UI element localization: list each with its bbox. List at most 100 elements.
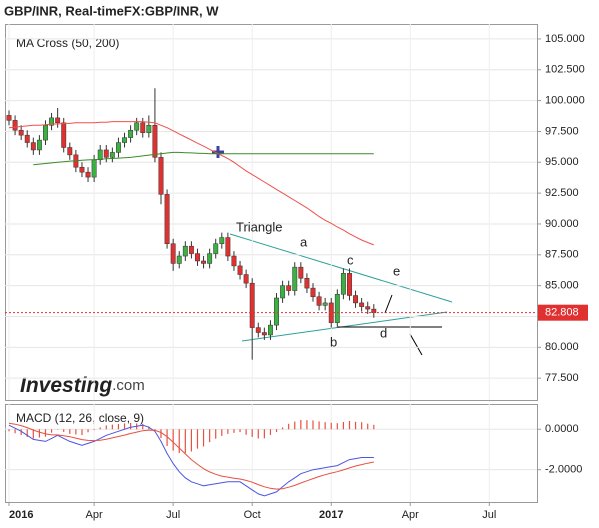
candle-body <box>115 142 121 153</box>
y-tick-label: 80.000 <box>545 341 579 353</box>
brand-name: Investing <box>20 374 112 397</box>
candle-body <box>353 295 359 304</box>
candle-body <box>109 152 115 158</box>
wave-line <box>409 333 423 356</box>
candle-body <box>274 297 279 326</box>
chart-title: GBP/INR, Real-timeFX:GBP/INR, W <box>4 3 219 18</box>
candle-body <box>371 308 377 313</box>
candle-body <box>79 166 85 173</box>
candle-body <box>365 306 371 310</box>
x-tick-label: 2016 <box>9 509 33 521</box>
x-tick-label: Apr <box>86 509 103 521</box>
y-tick-label: 97.500 <box>545 125 579 137</box>
candle-body <box>97 149 103 161</box>
candle-body <box>231 255 237 267</box>
candle-body <box>134 122 140 131</box>
annotation: b <box>330 334 337 349</box>
candle-body <box>225 237 231 257</box>
x-tick-label: Apr <box>402 509 419 521</box>
indicator-line <box>33 151 374 166</box>
x-tick-label: Oct <box>244 509 261 521</box>
candle-body <box>49 117 55 126</box>
candle-body <box>213 243 219 254</box>
annotation: Triangle <box>236 219 282 234</box>
y-tick-label: 100.000 <box>545 95 585 107</box>
candle-body <box>43 125 48 141</box>
candle-body <box>36 139 42 151</box>
annotation: d <box>380 325 387 340</box>
candle-body <box>103 149 109 158</box>
candle-body <box>292 266 298 291</box>
candle-body <box>280 285 286 299</box>
brand-suffix: .com <box>112 377 145 394</box>
candle-body <box>67 147 73 156</box>
y-tick-label: -2.0000 <box>545 464 582 476</box>
y-tick-label: 95.000 <box>545 156 579 168</box>
candle-body <box>170 243 176 264</box>
brand: Investing.com <box>20 374 145 397</box>
candle-body <box>255 327 261 333</box>
y-tick-label: 102.500 <box>545 64 585 76</box>
candle-body <box>201 260 207 264</box>
y-tick-label: 77.500 <box>545 372 579 384</box>
candle-body <box>85 171 91 178</box>
last-price-label: 82.808 <box>545 307 579 319</box>
macd-label: MACD (12, 26, close, 9) <box>16 411 144 425</box>
candle-body <box>267 324 273 336</box>
y-tick-label: 90.000 <box>545 218 579 230</box>
candle-body <box>146 125 152 133</box>
candle-body <box>219 237 225 244</box>
y-tick-label: 105.000 <box>545 33 585 45</box>
candle-body <box>243 274 249 284</box>
candle-body <box>12 120 18 131</box>
candle-body <box>249 282 255 328</box>
macd-panel <box>5 404 538 503</box>
indicator-line <box>8 424 374 497</box>
last-price-box <box>538 304 588 321</box>
candle-body <box>122 137 127 143</box>
y-tick-label: 0.0000 <box>545 423 579 435</box>
x-tick-label: Jul <box>482 509 496 521</box>
candle-body <box>24 134 30 143</box>
wave-line <box>384 294 393 314</box>
candle-body <box>304 277 310 289</box>
candle-body <box>182 245 188 257</box>
candle-body <box>340 273 346 295</box>
candle-body <box>140 122 146 133</box>
candle-body <box>334 294 340 323</box>
indicator-line <box>8 121 374 246</box>
candle-body <box>298 266 304 279</box>
annotation: a <box>300 234 308 249</box>
candle-body <box>347 273 352 296</box>
candle-body <box>91 159 97 178</box>
candle-body <box>359 302 365 307</box>
candle-body <box>310 287 316 297</box>
annotation: e <box>393 263 400 278</box>
candle-body <box>316 296 322 306</box>
x-tick-label: 2017 <box>319 509 343 521</box>
candle-body <box>61 122 67 148</box>
x-tick-label: Jul <box>166 509 180 521</box>
candle-body <box>152 125 158 158</box>
candle-body <box>158 157 164 195</box>
candle-body <box>55 117 61 124</box>
indicator-label: MA Cross (50, 200) <box>16 36 119 50</box>
candle-body <box>207 253 213 264</box>
candle-body <box>188 245 194 254</box>
candle-body <box>176 255 182 264</box>
candle-body <box>237 265 243 275</box>
indicator-line <box>8 422 374 490</box>
candle-body <box>18 129 24 136</box>
price-panel <box>5 24 538 401</box>
upper-trendline <box>229 233 453 303</box>
candle-body <box>164 194 170 244</box>
candle-body <box>261 332 267 336</box>
candle-body <box>286 285 292 291</box>
candle-body <box>195 253 200 262</box>
annotation: c <box>347 252 354 267</box>
y-tick-label: 87.500 <box>545 249 579 261</box>
candle-body <box>6 115 12 121</box>
